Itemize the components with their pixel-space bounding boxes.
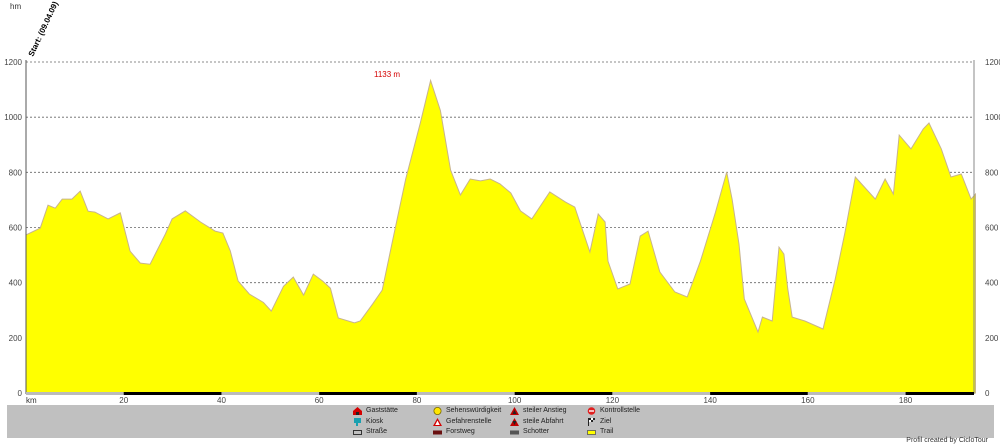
legend-label: Schotter xyxy=(523,428,550,435)
danger-icon xyxy=(433,417,442,426)
legend-label: steiler Anstieg xyxy=(523,407,567,414)
y-tick-label: 1000 xyxy=(4,113,22,122)
legend-item: steile Abfahrt xyxy=(510,417,567,428)
y-tick-label: 1200 xyxy=(4,58,22,67)
legend-column-1: Gaststätte Kiosk Straße xyxy=(353,406,398,438)
legend-item: Gaststätte xyxy=(353,406,398,417)
legend-label: Ziel xyxy=(600,417,612,425)
legend-item: Schotter xyxy=(510,427,567,438)
y-tick-label-right: 600 xyxy=(985,224,999,233)
x-axis-segment xyxy=(807,392,906,395)
x-tick-labels: 20 40 60 80 100 120 140 160 180 xyxy=(119,396,913,405)
x-tick-label: 80 xyxy=(412,396,421,405)
x-tick-label: 160 xyxy=(801,396,815,405)
x-tick-label: 100 xyxy=(508,396,522,405)
y-tick-label: 200 xyxy=(9,334,23,343)
elevation-area xyxy=(25,78,976,394)
x-tick-label: 40 xyxy=(217,396,226,405)
finish-flag-icon xyxy=(587,417,596,426)
road-icon xyxy=(353,428,362,436)
y-tick-label-right: 200 xyxy=(985,334,999,343)
legend-item: steiler Anstieg xyxy=(510,406,567,417)
gravel-icon xyxy=(510,428,519,436)
x-axis-bars xyxy=(26,392,974,395)
legend-label: Straße xyxy=(366,428,388,435)
y-tick-label: 400 xyxy=(9,279,23,288)
x-unit-label: km xyxy=(26,396,37,405)
legend-label: Forstweg xyxy=(446,428,475,435)
legend-label: Kiosk xyxy=(366,417,384,425)
peak-annotation: 1133 m xyxy=(374,70,400,79)
legend-item: Ziel xyxy=(587,417,640,428)
checkpoint-icon xyxy=(587,407,596,416)
y-tick-label: 0 xyxy=(18,389,23,398)
y-unit-label: hm xyxy=(10,2,21,11)
x-tick-label: 20 xyxy=(119,396,128,405)
y-tick-label-right: 400 xyxy=(985,279,999,288)
x-axis-segment xyxy=(514,392,613,395)
y-tick-label-right: 1000 xyxy=(985,113,1000,122)
x-tick-label: 180 xyxy=(899,396,913,405)
legend-column-4: Kontrollstelle Ziel Trail xyxy=(587,406,640,438)
house-icon xyxy=(353,407,362,416)
x-axis-segment xyxy=(710,392,808,395)
x-tick-label: 140 xyxy=(703,396,717,405)
x-axis-segment xyxy=(319,392,417,395)
legend-item: Kiosk xyxy=(353,417,398,428)
y-tick-label-right: 0 xyxy=(985,389,990,398)
y-tick-label: 800 xyxy=(9,168,23,177)
legend-label: Gaststätte xyxy=(366,407,398,414)
legend-label: Sehenswürdigkeit xyxy=(446,407,502,414)
x-axis-segment xyxy=(416,392,515,395)
legend-label: Kontrollstelle xyxy=(600,407,641,414)
x-axis-segment xyxy=(123,392,222,395)
legend-item: Trail xyxy=(587,427,640,438)
y-tick-labels-right: 0 200 400 600 800 1000 1200 xyxy=(985,58,1000,398)
y-tick-label: 600 xyxy=(9,224,23,233)
legend-column-2: Sehenswürdigkeit Gefahrenstelle Forstweg xyxy=(433,406,501,438)
x-axis-segment xyxy=(221,392,320,395)
steep-descent-icon xyxy=(510,417,519,426)
legend: Gaststätte Kiosk Straße Sehenswürdigkeit… xyxy=(7,405,994,438)
y-tick-label-right: 1200 xyxy=(985,58,1000,67)
start-annotation: Start: (09.04.09) xyxy=(27,0,60,58)
credit-text: Profil created by CicloTour xyxy=(906,437,988,444)
trail-icon xyxy=(587,428,596,436)
legend-label: Gefahrenstelle xyxy=(446,417,492,425)
legend-item: Gefahrenstelle xyxy=(433,417,501,428)
legend-item: Kontrollstelle xyxy=(587,406,640,417)
legend-label: Trail xyxy=(600,428,614,435)
legend-item: Sehenswürdigkeit xyxy=(433,406,501,417)
y-tick-labels-left: 0 200 400 600 800 1000 1200 xyxy=(4,58,22,398)
legend-item: Straße xyxy=(353,427,398,438)
forest-path-icon xyxy=(433,428,442,436)
kiosk-icon xyxy=(353,417,362,426)
steep-climb-icon xyxy=(510,407,519,416)
y-tick-label-right: 800 xyxy=(985,168,999,177)
legend-item: Forstweg xyxy=(433,427,501,438)
x-tick-label: 60 xyxy=(315,396,324,405)
legend-label: steile Abfahrt xyxy=(523,417,564,425)
x-axis-segment xyxy=(26,392,124,395)
legend-column-3: steiler Anstieg steile Abfahrt Schotter xyxy=(510,406,567,438)
x-axis-segment xyxy=(905,392,974,395)
x-axis-segment xyxy=(612,392,711,395)
x-tick-label: 120 xyxy=(606,396,620,405)
sight-icon xyxy=(433,407,442,416)
